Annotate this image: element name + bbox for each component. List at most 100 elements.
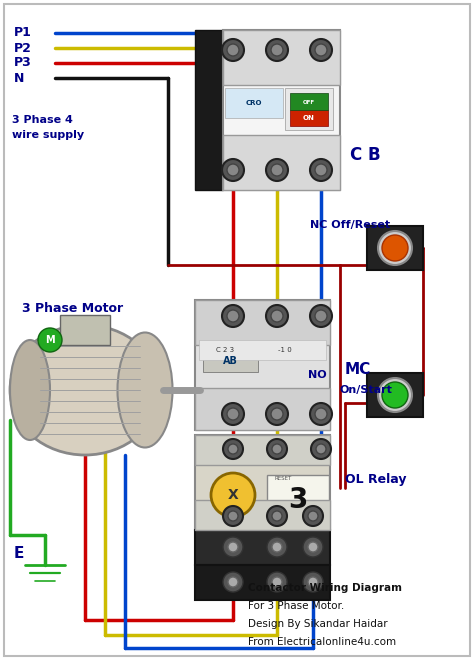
Text: CRO: CRO [246,100,262,106]
Circle shape [222,159,244,181]
Circle shape [223,537,243,557]
Circle shape [315,310,327,322]
Circle shape [267,506,287,526]
FancyBboxPatch shape [290,93,328,110]
Circle shape [222,305,244,327]
Text: C 2 3: C 2 3 [216,347,234,353]
Circle shape [223,572,243,592]
Circle shape [223,506,243,526]
Text: 3 Phase 4: 3 Phase 4 [12,115,73,125]
Text: P1: P1 [14,26,32,40]
Text: For 3 Phase Motor.: For 3 Phase Motor. [248,601,344,611]
Circle shape [266,305,288,327]
Ellipse shape [10,340,50,440]
FancyBboxPatch shape [367,226,423,270]
Text: C B: C B [350,146,381,164]
FancyBboxPatch shape [199,340,326,360]
Circle shape [266,403,288,425]
Circle shape [271,164,283,176]
Circle shape [227,310,239,322]
FancyBboxPatch shape [267,475,329,525]
FancyBboxPatch shape [203,350,258,372]
Circle shape [228,577,238,587]
FancyBboxPatch shape [367,226,423,270]
FancyBboxPatch shape [195,565,330,600]
Circle shape [267,537,287,557]
Circle shape [227,164,239,176]
FancyBboxPatch shape [367,373,423,417]
Circle shape [303,537,323,557]
Circle shape [267,439,287,459]
FancyBboxPatch shape [195,500,330,530]
Text: wire supply: wire supply [12,130,84,140]
Circle shape [315,164,327,176]
Circle shape [271,310,283,322]
Circle shape [382,382,408,408]
Circle shape [227,44,239,56]
Circle shape [271,408,283,420]
Circle shape [308,542,318,552]
Circle shape [271,44,283,56]
Circle shape [272,542,282,552]
Text: From Electricalonline4u.com: From Electricalonline4u.com [248,637,396,647]
Circle shape [308,577,318,587]
Circle shape [211,473,255,517]
Text: P3: P3 [14,57,32,69]
Text: X: X [228,488,238,502]
Circle shape [303,506,323,526]
Text: ON: ON [303,115,315,121]
Text: 3: 3 [288,486,308,514]
Circle shape [228,444,238,454]
FancyBboxPatch shape [195,300,330,430]
Text: 3 Phase Motor: 3 Phase Motor [22,302,123,315]
Text: AB: AB [223,356,237,366]
Circle shape [38,328,62,352]
Circle shape [311,439,331,459]
Text: NC Off/Reset: NC Off/Reset [310,220,390,230]
FancyBboxPatch shape [195,388,330,430]
FancyBboxPatch shape [195,435,330,530]
FancyBboxPatch shape [223,30,340,190]
FancyBboxPatch shape [195,435,330,465]
Circle shape [316,444,326,454]
Circle shape [266,159,288,181]
FancyBboxPatch shape [223,135,340,190]
Circle shape [272,444,282,454]
Text: Design By Sikandar Haidar: Design By Sikandar Haidar [248,619,388,629]
Circle shape [272,577,282,587]
Circle shape [308,511,318,521]
Circle shape [228,542,238,552]
FancyBboxPatch shape [223,30,340,85]
FancyBboxPatch shape [290,110,328,126]
FancyBboxPatch shape [60,315,110,345]
Circle shape [315,408,327,420]
Circle shape [310,159,332,181]
Text: NO: NO [308,370,327,380]
FancyBboxPatch shape [195,530,330,565]
Text: -1 0: -1 0 [278,347,292,353]
Text: MC: MC [345,362,371,378]
FancyBboxPatch shape [225,88,283,118]
Ellipse shape [118,333,173,447]
Circle shape [378,378,412,412]
Circle shape [378,231,412,265]
Circle shape [303,572,323,592]
Text: M: M [45,335,55,345]
Circle shape [222,39,244,61]
Ellipse shape [10,325,160,455]
FancyBboxPatch shape [285,88,333,130]
Circle shape [222,403,244,425]
Circle shape [310,39,332,61]
FancyBboxPatch shape [195,30,223,190]
Text: P2: P2 [14,42,32,55]
Circle shape [382,235,408,261]
Circle shape [223,439,243,459]
Circle shape [315,44,327,56]
Circle shape [228,511,238,521]
Text: E: E [14,546,24,560]
Text: OL Relay: OL Relay [345,473,407,486]
Text: N: N [14,71,24,84]
Text: On/Start: On/Start [340,385,393,395]
Text: RESET: RESET [274,477,292,482]
Circle shape [310,403,332,425]
